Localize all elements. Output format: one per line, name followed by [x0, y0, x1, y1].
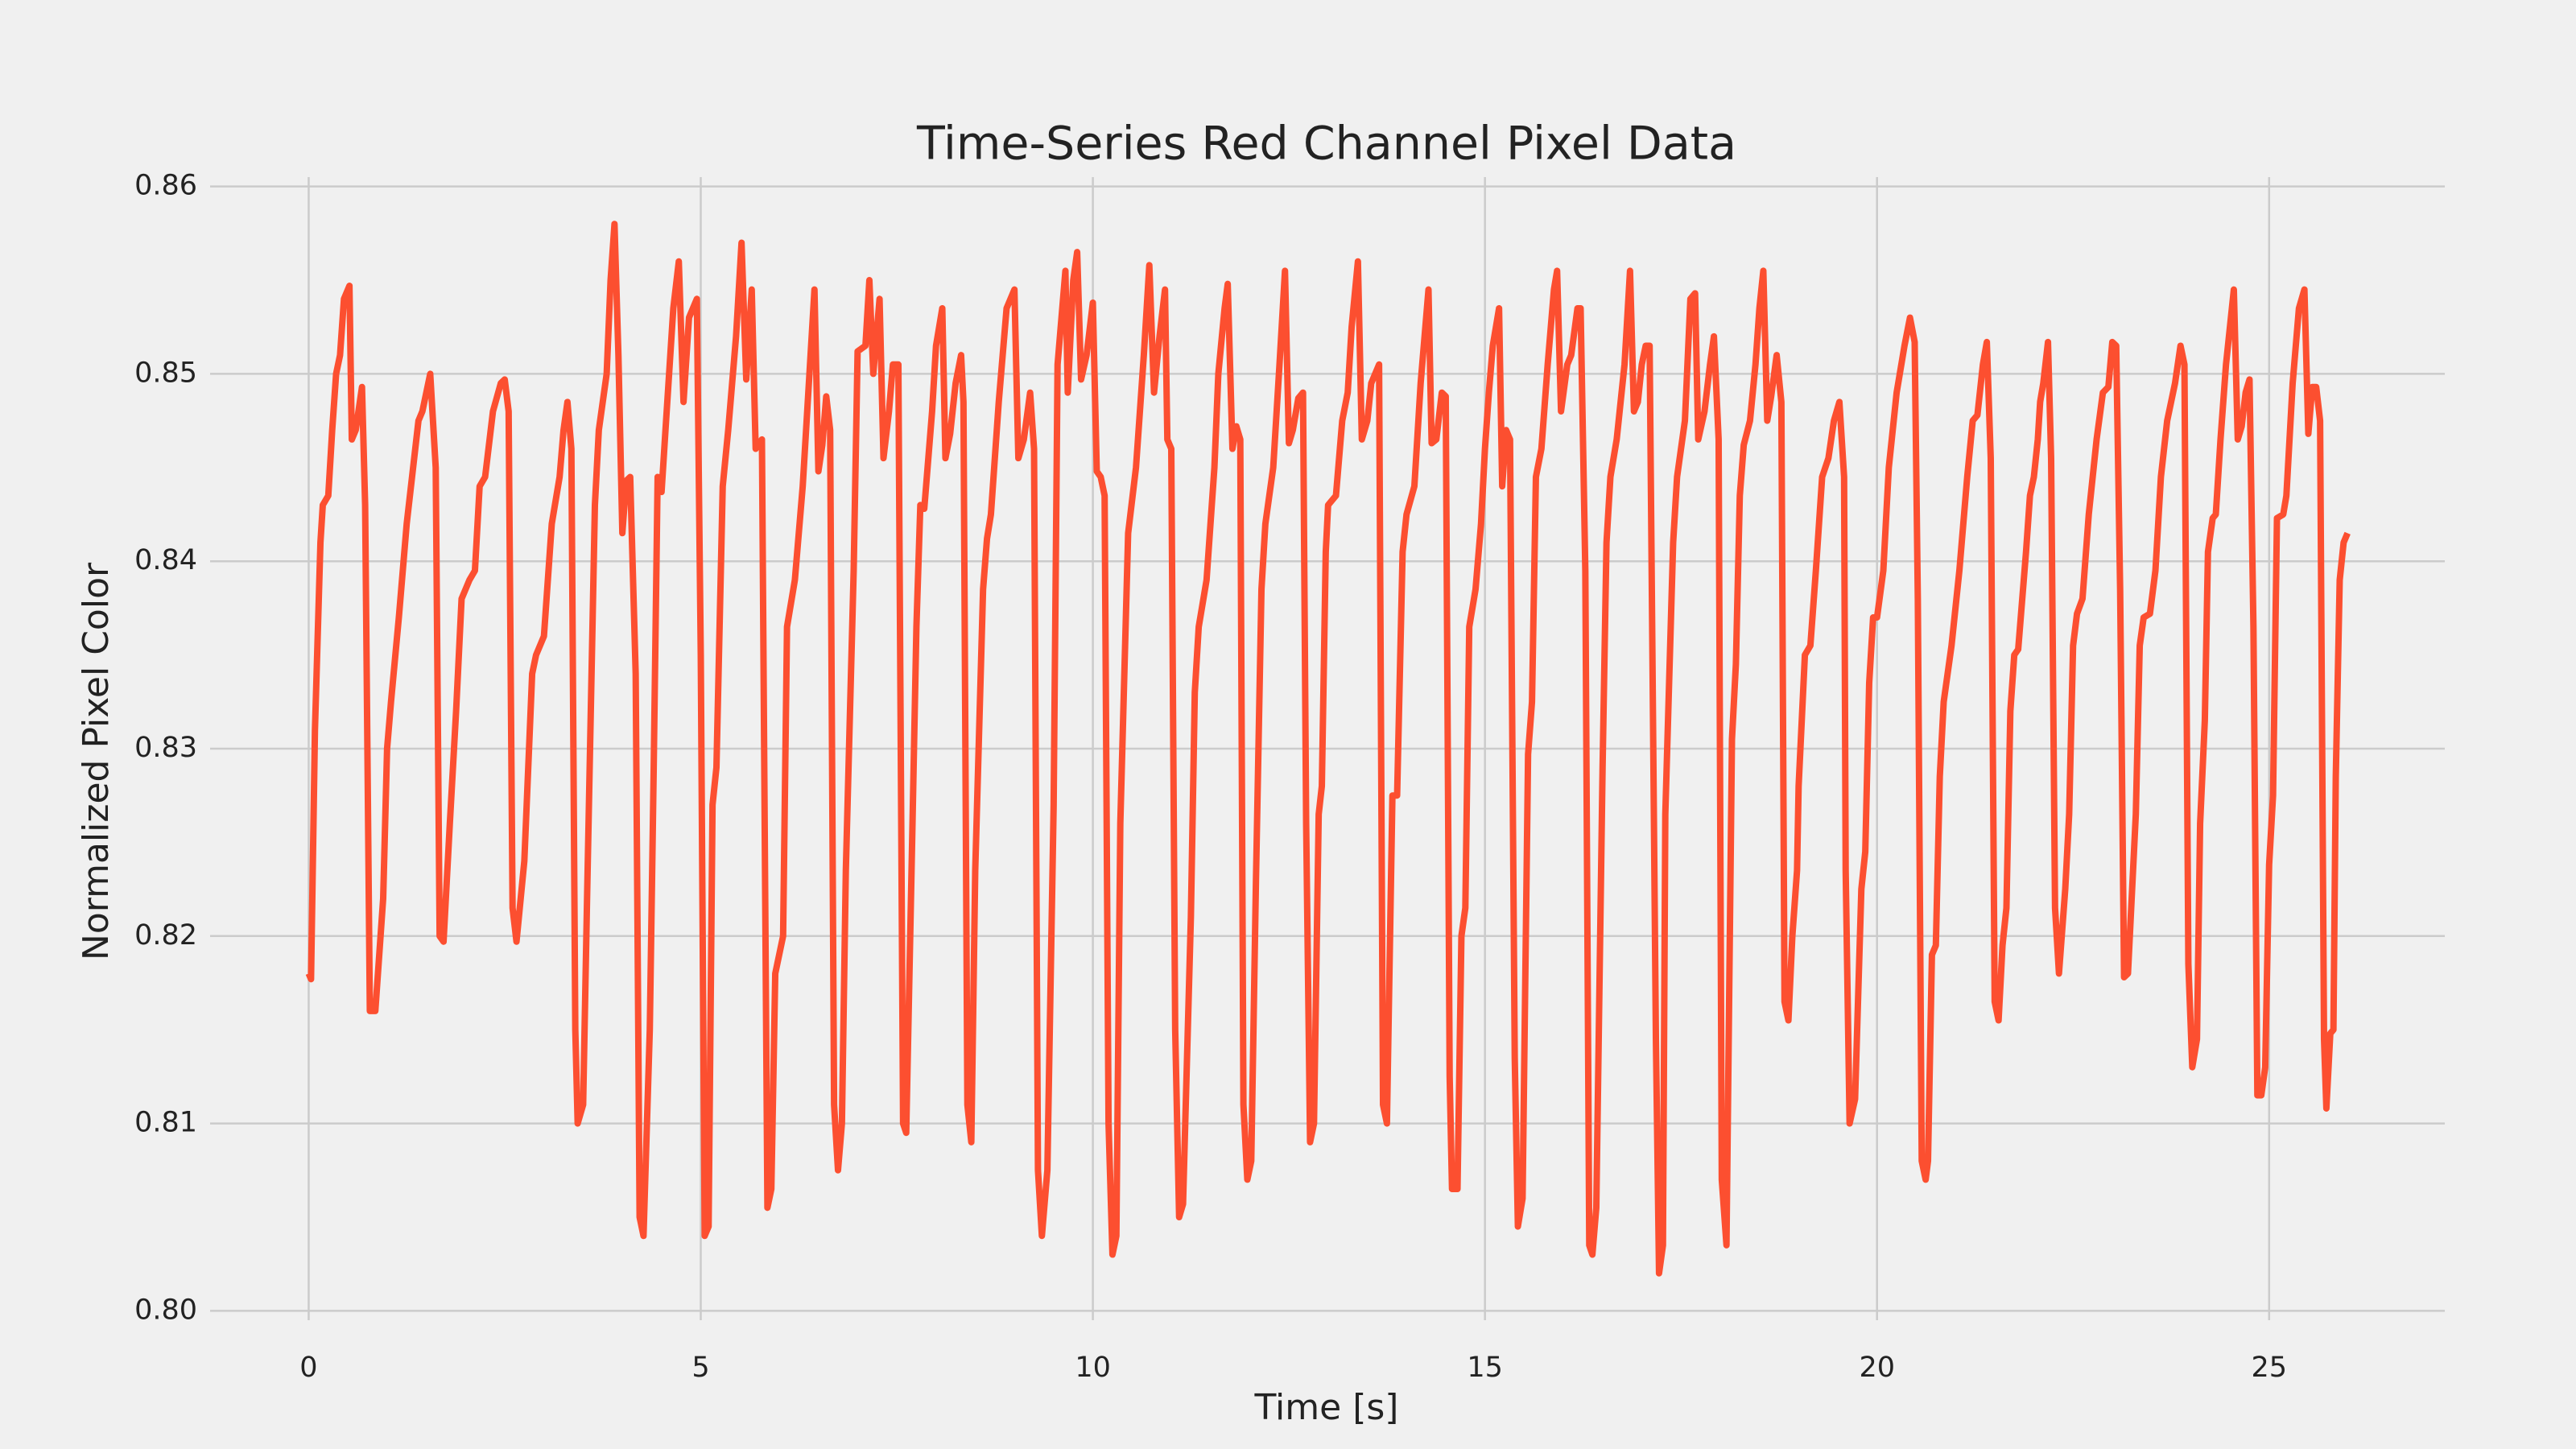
x-tick-label: 25: [2252, 1352, 2288, 1384]
x-tick-label: 15: [1467, 1352, 1503, 1384]
x-tick-label: 10: [1075, 1352, 1111, 1384]
y-tick-label: 0.86: [134, 170, 197, 202]
y-tick-label: 0.81: [134, 1107, 197, 1139]
x-tick-label: 0: [299, 1352, 317, 1384]
x-axis-label: Time [s]: [1254, 1387, 1399, 1428]
y-tick-label: 0.85: [134, 357, 197, 389]
x-tick-label: 20: [1859, 1352, 1895, 1384]
x-tick-label: 5: [691, 1352, 709, 1384]
y-tick-label: 0.82: [134, 919, 197, 952]
y-axis-label: Normalized Pixel Color: [76, 562, 117, 960]
y-tick-label: 0.80: [134, 1294, 197, 1326]
y-tick-label: 0.84: [134, 544, 197, 576]
y-tick-label: 0.83: [134, 732, 197, 764]
plot-area: [305, 221, 2351, 1277]
chart-title: Time-Series Red Channel Pixel Data: [916, 118, 1736, 171]
data-line: [305, 221, 2351, 1277]
